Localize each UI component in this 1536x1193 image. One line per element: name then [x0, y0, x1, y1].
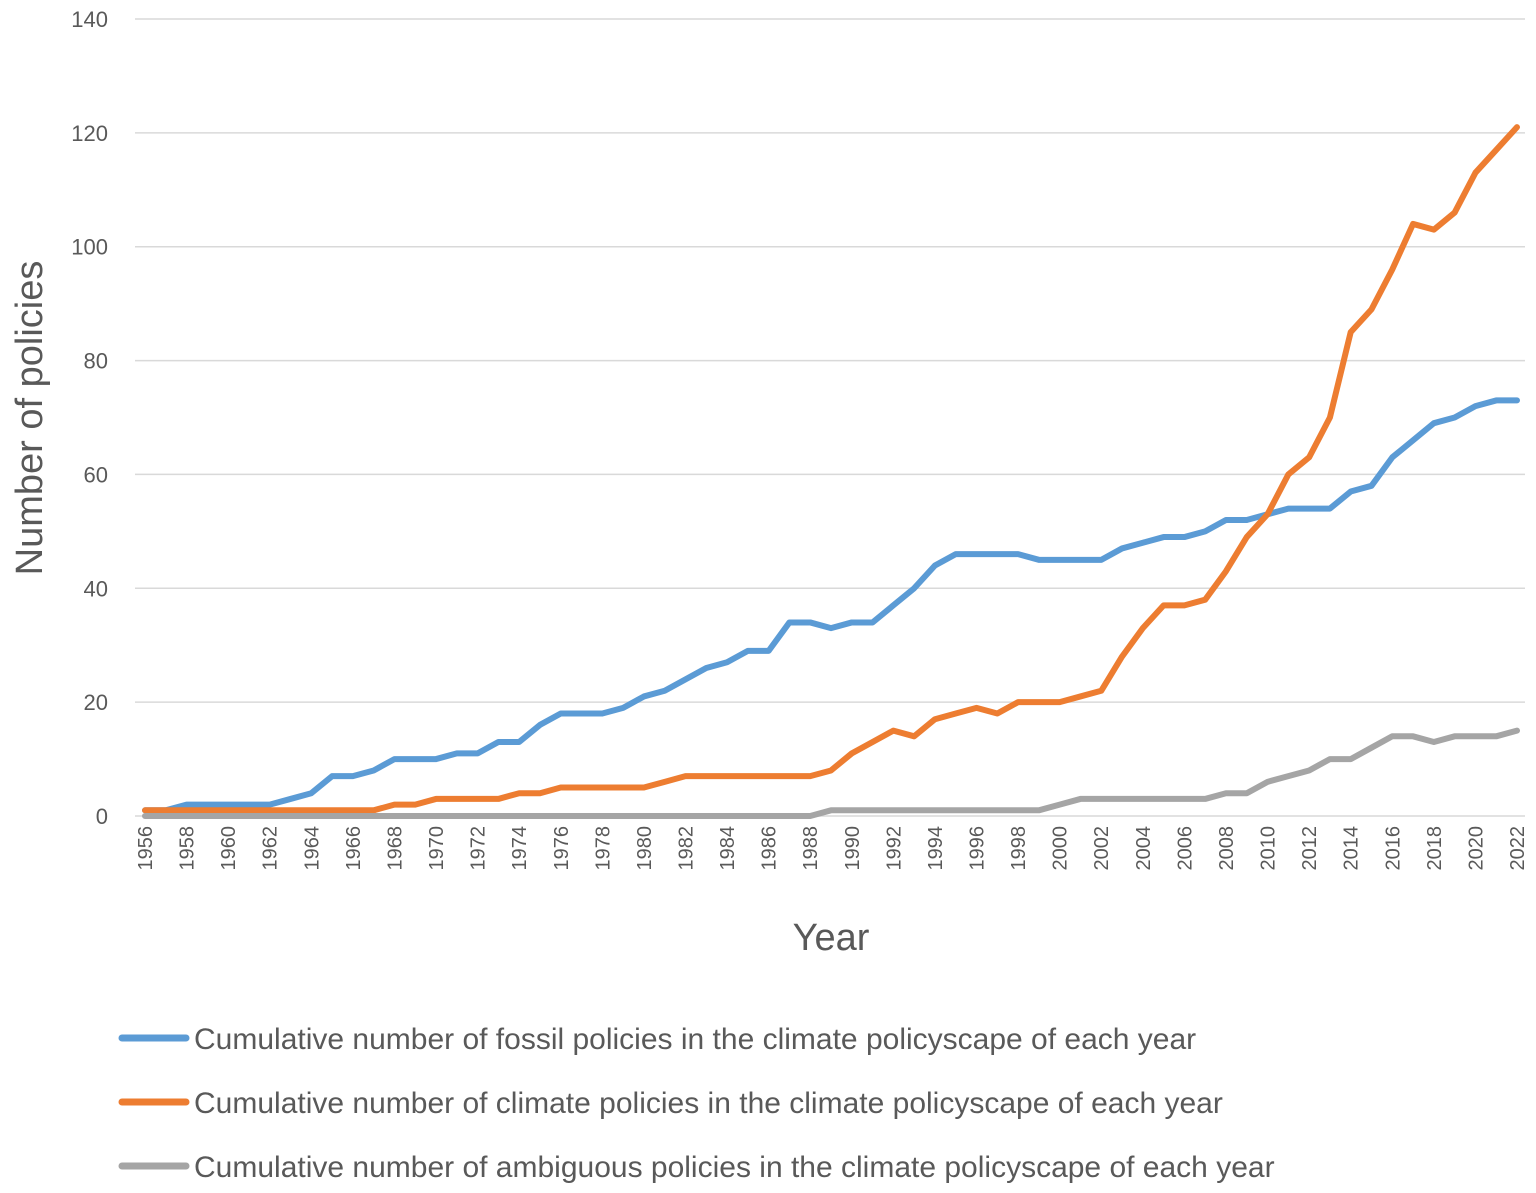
series-line-3: [142, 727, 1520, 819]
x-tick-label: 1970: [426, 826, 448, 871]
x-tick-label: 1960: [218, 826, 240, 871]
x-tick-label: 1958: [177, 826, 199, 871]
x-tick-label: 1968: [384, 826, 406, 871]
x-tick-label: 1966: [343, 826, 365, 871]
x-tick-label: 2004: [1133, 826, 1155, 871]
y-tick-label: 40: [84, 576, 108, 601]
legend-label-2: Cumulative number of climate policies in…: [194, 1087, 1223, 1120]
legend-label-1: Cumulative number of fossil policies in …: [194, 1023, 1196, 1056]
x-tick-label: 2000: [1050, 826, 1072, 871]
x-tick-label: 1972: [468, 826, 490, 871]
x-tick-label: 1974: [509, 826, 531, 871]
series-line-1: [142, 397, 1520, 814]
x-tick-label: 2008: [1216, 826, 1238, 871]
y-tick-label: 120: [71, 121, 108, 146]
x-tick-label: 1962: [260, 826, 282, 871]
x-tick-label: 2022: [1507, 826, 1529, 871]
x-tick-label: 1990: [842, 826, 864, 871]
x-tick-label: 2012: [1299, 826, 1321, 871]
x-axis-ticks: 1956 1958 1960 1962 1964 1966 1968 1970 1972 1974…: [135, 826, 1529, 871]
y-tick-label: 80: [84, 349, 108, 374]
x-tick-label: 2002: [1091, 826, 1113, 871]
x-tick-label: 2016: [1382, 826, 1404, 871]
x-tick-label: 1996: [967, 826, 989, 871]
x-tick-label: 1964: [301, 826, 323, 871]
x-tick-label: 2010: [1258, 826, 1280, 871]
x-tick-label: 1976: [551, 826, 573, 871]
x-tick-label: 1998: [1008, 826, 1030, 871]
series-lines: [142, 124, 1520, 819]
x-tick-label: 2014: [1341, 826, 1363, 871]
gridlines: [135, 18, 1525, 817]
x-tick-label: 1982: [675, 826, 697, 871]
y-axis-ticks: 0 20 40 60 80 100 120 140: [71, 7, 108, 829]
x-tick-label: 1986: [759, 826, 781, 871]
x-tick-label: 1994: [925, 826, 947, 871]
x-tick-label: 1992: [883, 826, 905, 871]
y-tick-label: 20: [84, 690, 108, 715]
x-tick-label: 1988: [800, 826, 822, 871]
legend-label-3: Cumulative number of ambiguous policies …: [194, 1151, 1275, 1184]
x-tick-label: 1956: [135, 826, 157, 871]
x-tick-label: 1984: [717, 826, 739, 871]
y-tick-label: 140: [71, 7, 108, 32]
y-axis-label: Number of policies: [9, 261, 51, 576]
y-tick-label: 100: [71, 235, 108, 260]
x-tick-label: 1978: [592, 826, 614, 871]
x-tick-label: 2006: [1174, 826, 1196, 871]
x-tick-label: 1980: [634, 826, 656, 871]
y-tick-label: 0: [96, 804, 108, 829]
x-axis-label: Year: [793, 917, 870, 959]
series-line-2: [142, 124, 1520, 814]
x-tick-label: 2018: [1424, 826, 1446, 871]
x-tick-label: 2020: [1465, 826, 1487, 871]
legend: Cumulative number of fossil policies in …: [118, 1023, 1275, 1184]
y-tick-label: 60: [84, 462, 108, 487]
